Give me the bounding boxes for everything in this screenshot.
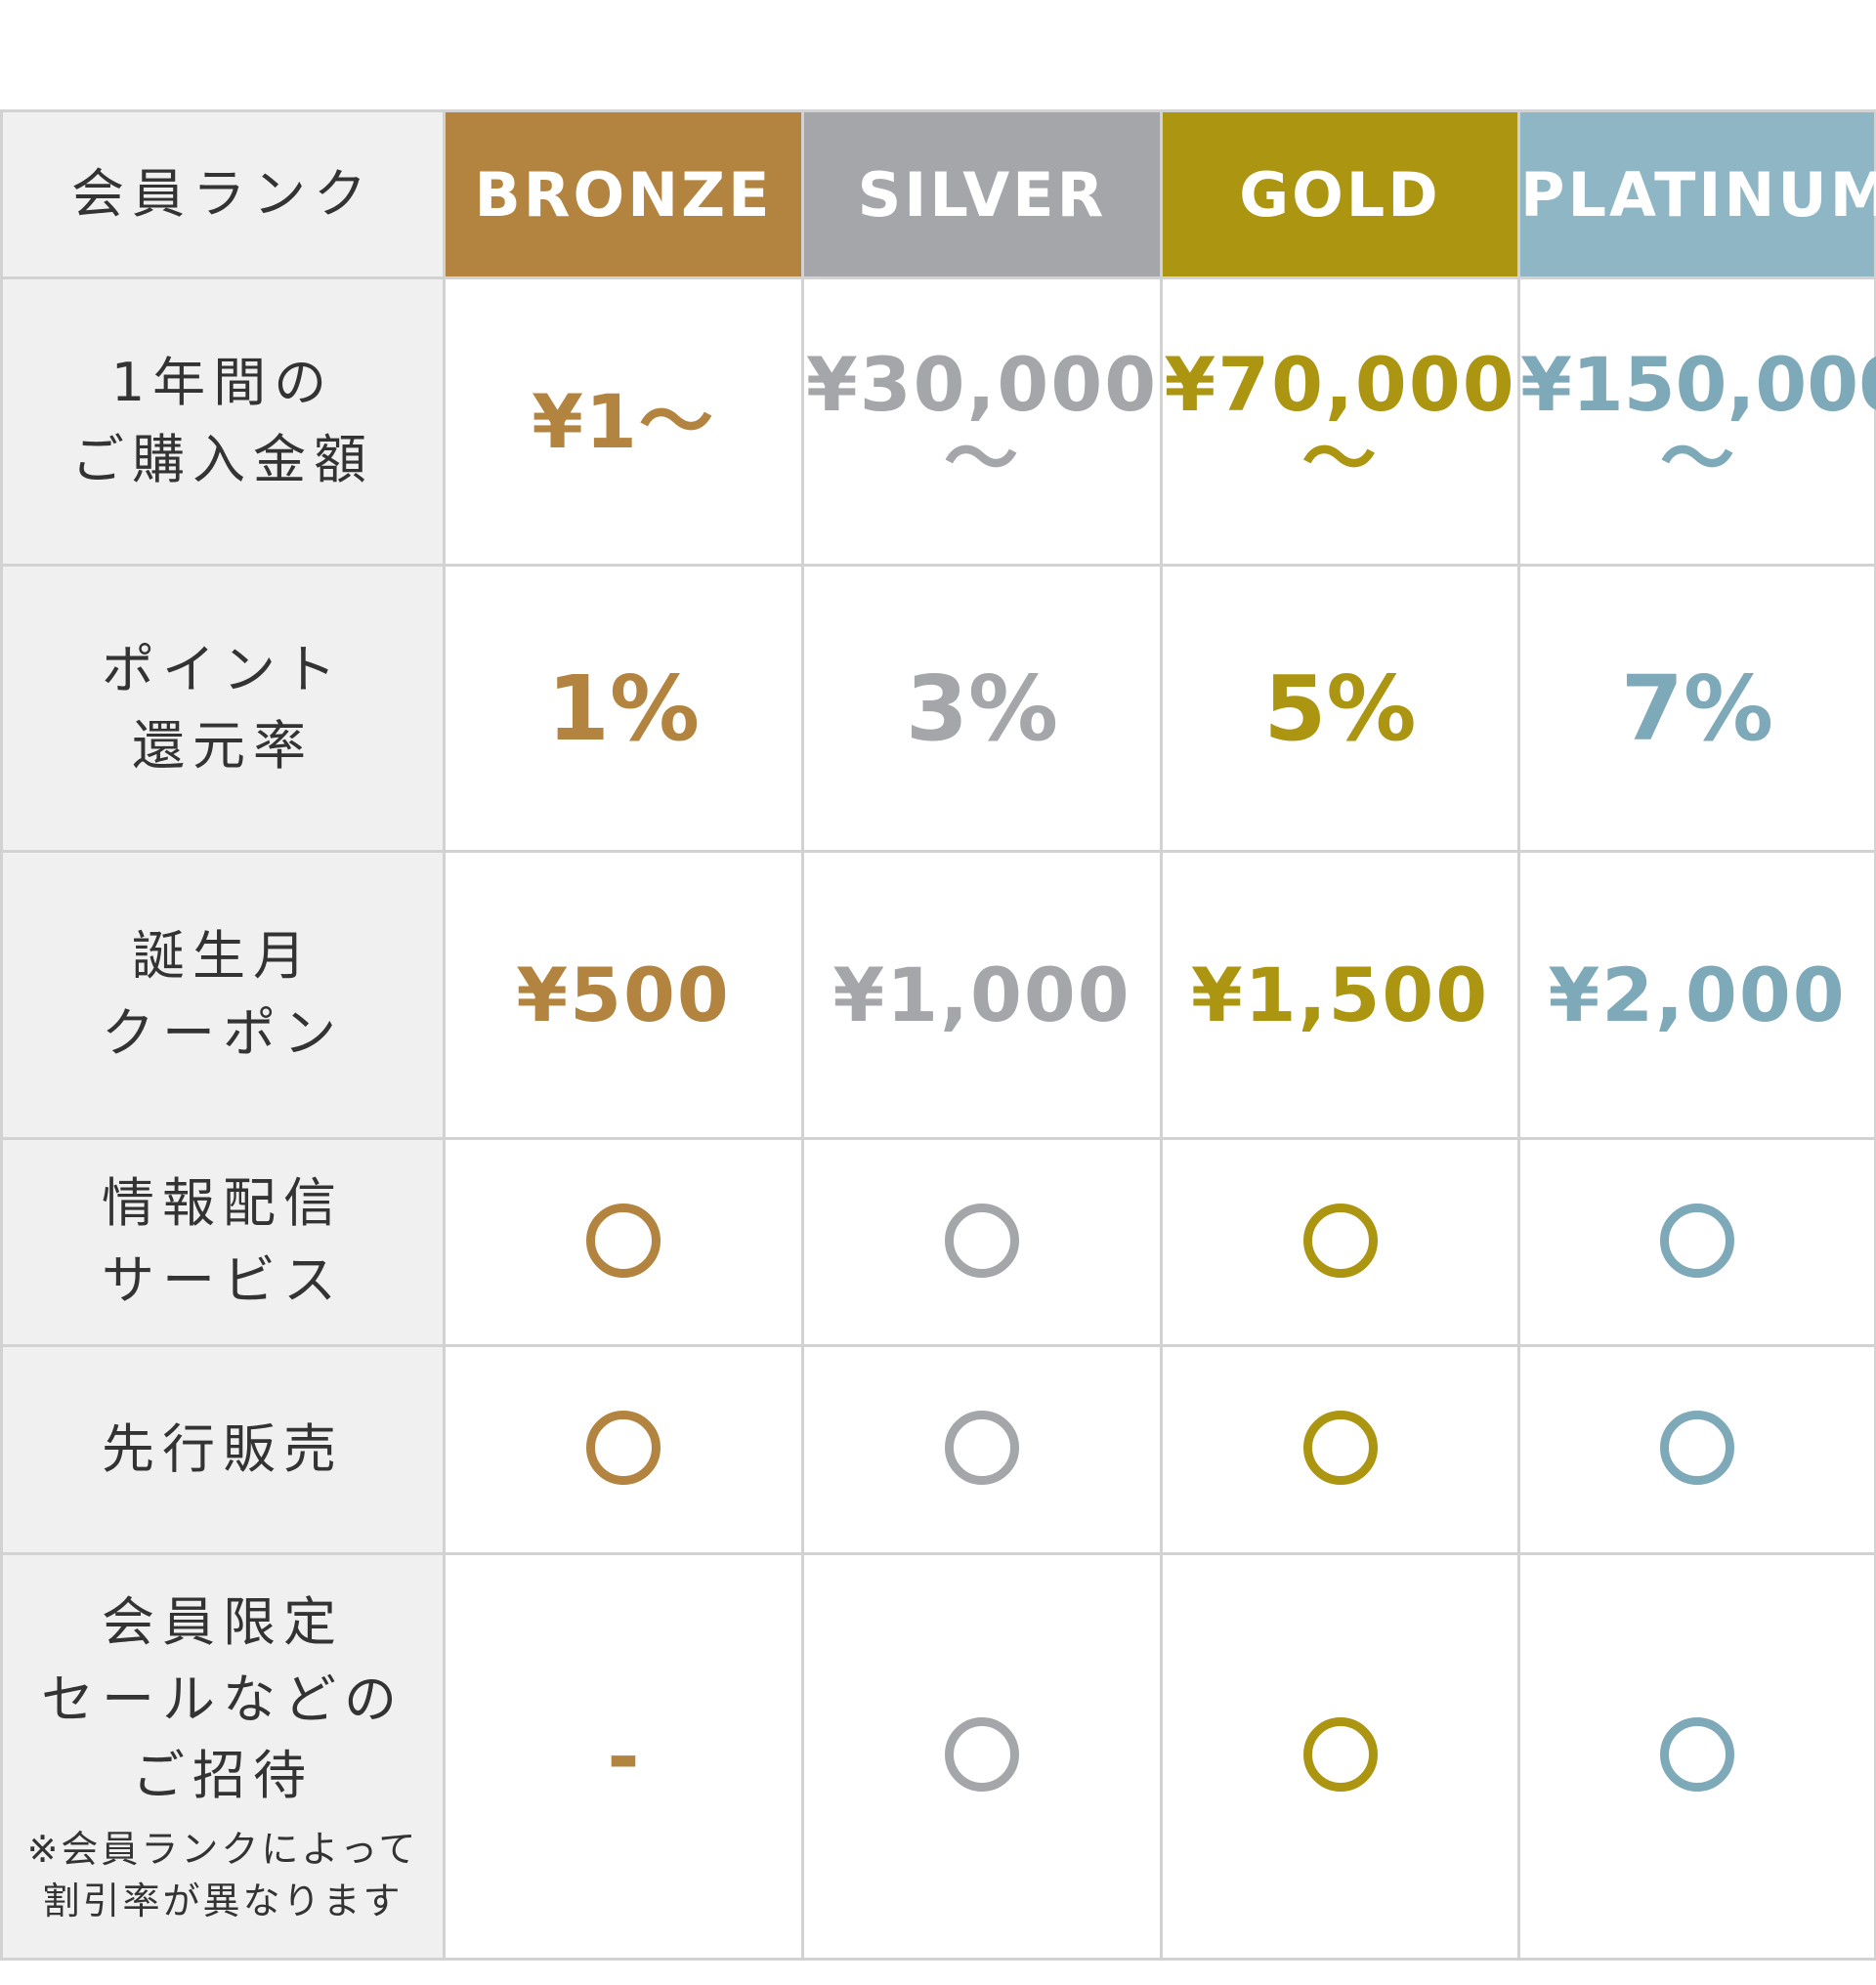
points-platinum: 7%: [1517, 564, 1876, 853]
presale-label: 先行販売: [0, 1344, 446, 1555]
info-bronze: [443, 1137, 804, 1347]
circle-icon: [1660, 1203, 1734, 1278]
note-line: 割引率が異なります: [42, 1879, 404, 1923]
points-label: ポイント 還元率: [0, 564, 446, 853]
circle-icon: [1302, 1203, 1378, 1278]
circle-icon: [586, 1203, 661, 1278]
tilde: 〜: [1660, 414, 1734, 502]
value: ¥150,000: [1520, 340, 1876, 428]
rank-platinum: PLATINUM: [1517, 109, 1876, 279]
label-line: サービス: [102, 1248, 344, 1311]
info-label: 情報配信 サービス: [0, 1137, 446, 1347]
presale-silver: [801, 1344, 1163, 1555]
presale-row: 先行販売: [0, 1344, 1876, 1555]
label-line: 情報配信: [102, 1172, 344, 1235]
sale-invite-gold: [1160, 1552, 1520, 1961]
coupon-silver: ¥1,000: [801, 850, 1163, 1140]
purchase-bronze: ¥1〜: [443, 276, 804, 567]
coupon-row: 誕生月クーポン ¥500 ¥1,000 ¥1,500 ¥2,000: [0, 850, 1876, 1140]
label-line: 会員限定: [102, 1591, 344, 1654]
tilde: 〜: [1301, 414, 1379, 502]
info-gold: [1160, 1137, 1520, 1347]
points-silver: 3%: [801, 564, 1163, 853]
coupon-label: 誕生月 クーポン: [0, 850, 446, 1140]
coupon-gold: ¥1,500: [1160, 850, 1520, 1140]
rank-silver: SILVER: [801, 109, 1163, 279]
info-silver: [801, 1137, 1163, 1347]
circle-icon: [1302, 1717, 1378, 1792]
sale-invite-silver: [801, 1552, 1163, 1961]
discount-note: ※会員ランクによって 割引率が異なります: [3, 1824, 443, 1927]
points-bronze: 1%: [443, 564, 804, 853]
label-line: 先行販売: [102, 1417, 344, 1480]
label-line: ご購入金額: [71, 428, 374, 490]
points-row: ポイント還元率 1% 3% 5% 7%: [0, 564, 1876, 853]
tilde: 〜: [944, 414, 1020, 502]
value: ¥70,000: [1164, 340, 1516, 428]
purchase-silver: ¥30,000 〜: [801, 276, 1163, 567]
sale-invite-row: 会員限定 セールなどの ご招待 ※会員ランクによって 割引率が異なります -: [0, 1552, 1876, 1961]
circle-icon: [945, 1717, 1019, 1792]
purchase-gold: ¥70,000 〜: [1160, 276, 1520, 567]
value: ¥30,000: [805, 340, 1159, 428]
rank-bronze: BRONZE: [443, 109, 804, 279]
label-line: 誕生月: [132, 925, 314, 988]
info-platinum: [1517, 1137, 1876, 1347]
sale-invite-platinum: [1517, 1552, 1876, 1961]
purchase-label: 1年間のご購入金額: [0, 276, 446, 567]
circle-icon: [586, 1411, 661, 1485]
circle-icon: [1660, 1717, 1734, 1792]
presale-bronze: [443, 1344, 804, 1555]
label-line: ポイント: [102, 638, 344, 700]
label-line: クーポン: [102, 1001, 344, 1064]
circle-icon: [1302, 1411, 1378, 1485]
membership-rank-table: 会員ランク BRONZE SILVER GOLD PLATINUM 1年間のご購…: [0, 109, 1876, 1961]
sale-invite-label: 会員限定 セールなどの ご招待 ※会員ランクによって 割引率が異なります: [0, 1552, 446, 1961]
label-line: 1年間の: [110, 352, 335, 414]
purchase-row: 1年間の ご購入金額 ¥1〜 ¥30,000 〜 ¥70,000 〜 ¥150,000…: [0, 276, 1876, 567]
label-line: ご招待: [132, 1744, 314, 1806]
info-row: 情報配信 サービス: [0, 1137, 1876, 1347]
points-gold: 5%: [1160, 564, 1520, 853]
circle-icon: [945, 1411, 1019, 1485]
sale-invite-bronze: -: [443, 1552, 804, 1961]
circle-icon: [1660, 1411, 1734, 1485]
rank-label: 会員ランク: [0, 109, 446, 279]
header-row: 会員ランク BRONZE SILVER GOLD PLATINUM: [0, 109, 1876, 279]
label-line: セールなどの: [41, 1668, 405, 1730]
rank-gold: GOLD: [1160, 109, 1520, 279]
value: ¥1〜: [532, 377, 715, 465]
presale-gold: [1160, 1344, 1520, 1555]
circle-icon: [945, 1203, 1019, 1278]
label-line: 還元率: [132, 715, 314, 777]
purchase-platinum: ¥150,000 〜: [1517, 276, 1876, 567]
coupon-bronze: ¥500: [443, 850, 804, 1140]
presale-platinum: [1517, 1344, 1876, 1555]
note-line: ※会員ランクによって: [26, 1828, 419, 1872]
coupon-platinum: ¥2,000: [1517, 850, 1876, 1140]
